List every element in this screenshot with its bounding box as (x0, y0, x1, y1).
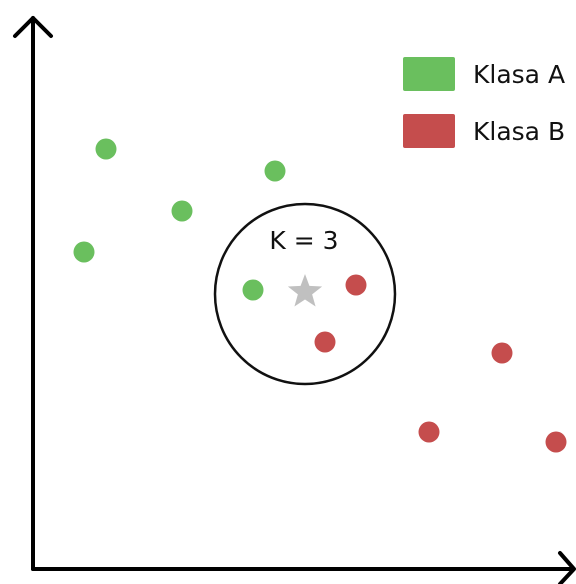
point-klasa-a (171, 200, 193, 222)
data-points (73, 138, 567, 453)
point-klasa-a (264, 160, 286, 182)
point-klasa-a (73, 241, 95, 263)
y-axis-arrowhead-icon (13, 16, 53, 38)
k-neighborhood-circle (213, 202, 397, 386)
query-point (287, 274, 323, 307)
point-klasa-a (95, 138, 117, 160)
legend-label-klasa-b: Klasa B (473, 116, 566, 146)
point-klasa-b (314, 331, 336, 353)
k-label: K = 3 (269, 226, 339, 255)
axes (13, 16, 576, 584)
star-icon (287, 274, 323, 307)
legend-swatch-klasa-b (403, 114, 455, 148)
legend-label-klasa-a: Klasa A (473, 59, 566, 89)
legend-item-klasa-a: Klasa A (403, 57, 565, 91)
point-klasa-b (418, 421, 440, 443)
legend-swatch-klasa-a (403, 57, 455, 91)
legend-item-klasa-b: Klasa B (403, 114, 565, 148)
point-klasa-b (491, 342, 513, 364)
point-klasa-a (242, 279, 264, 301)
point-klasa-b (345, 274, 367, 296)
x-axis-arrowhead-icon (558, 551, 576, 584)
point-klasa-b (545, 431, 567, 453)
